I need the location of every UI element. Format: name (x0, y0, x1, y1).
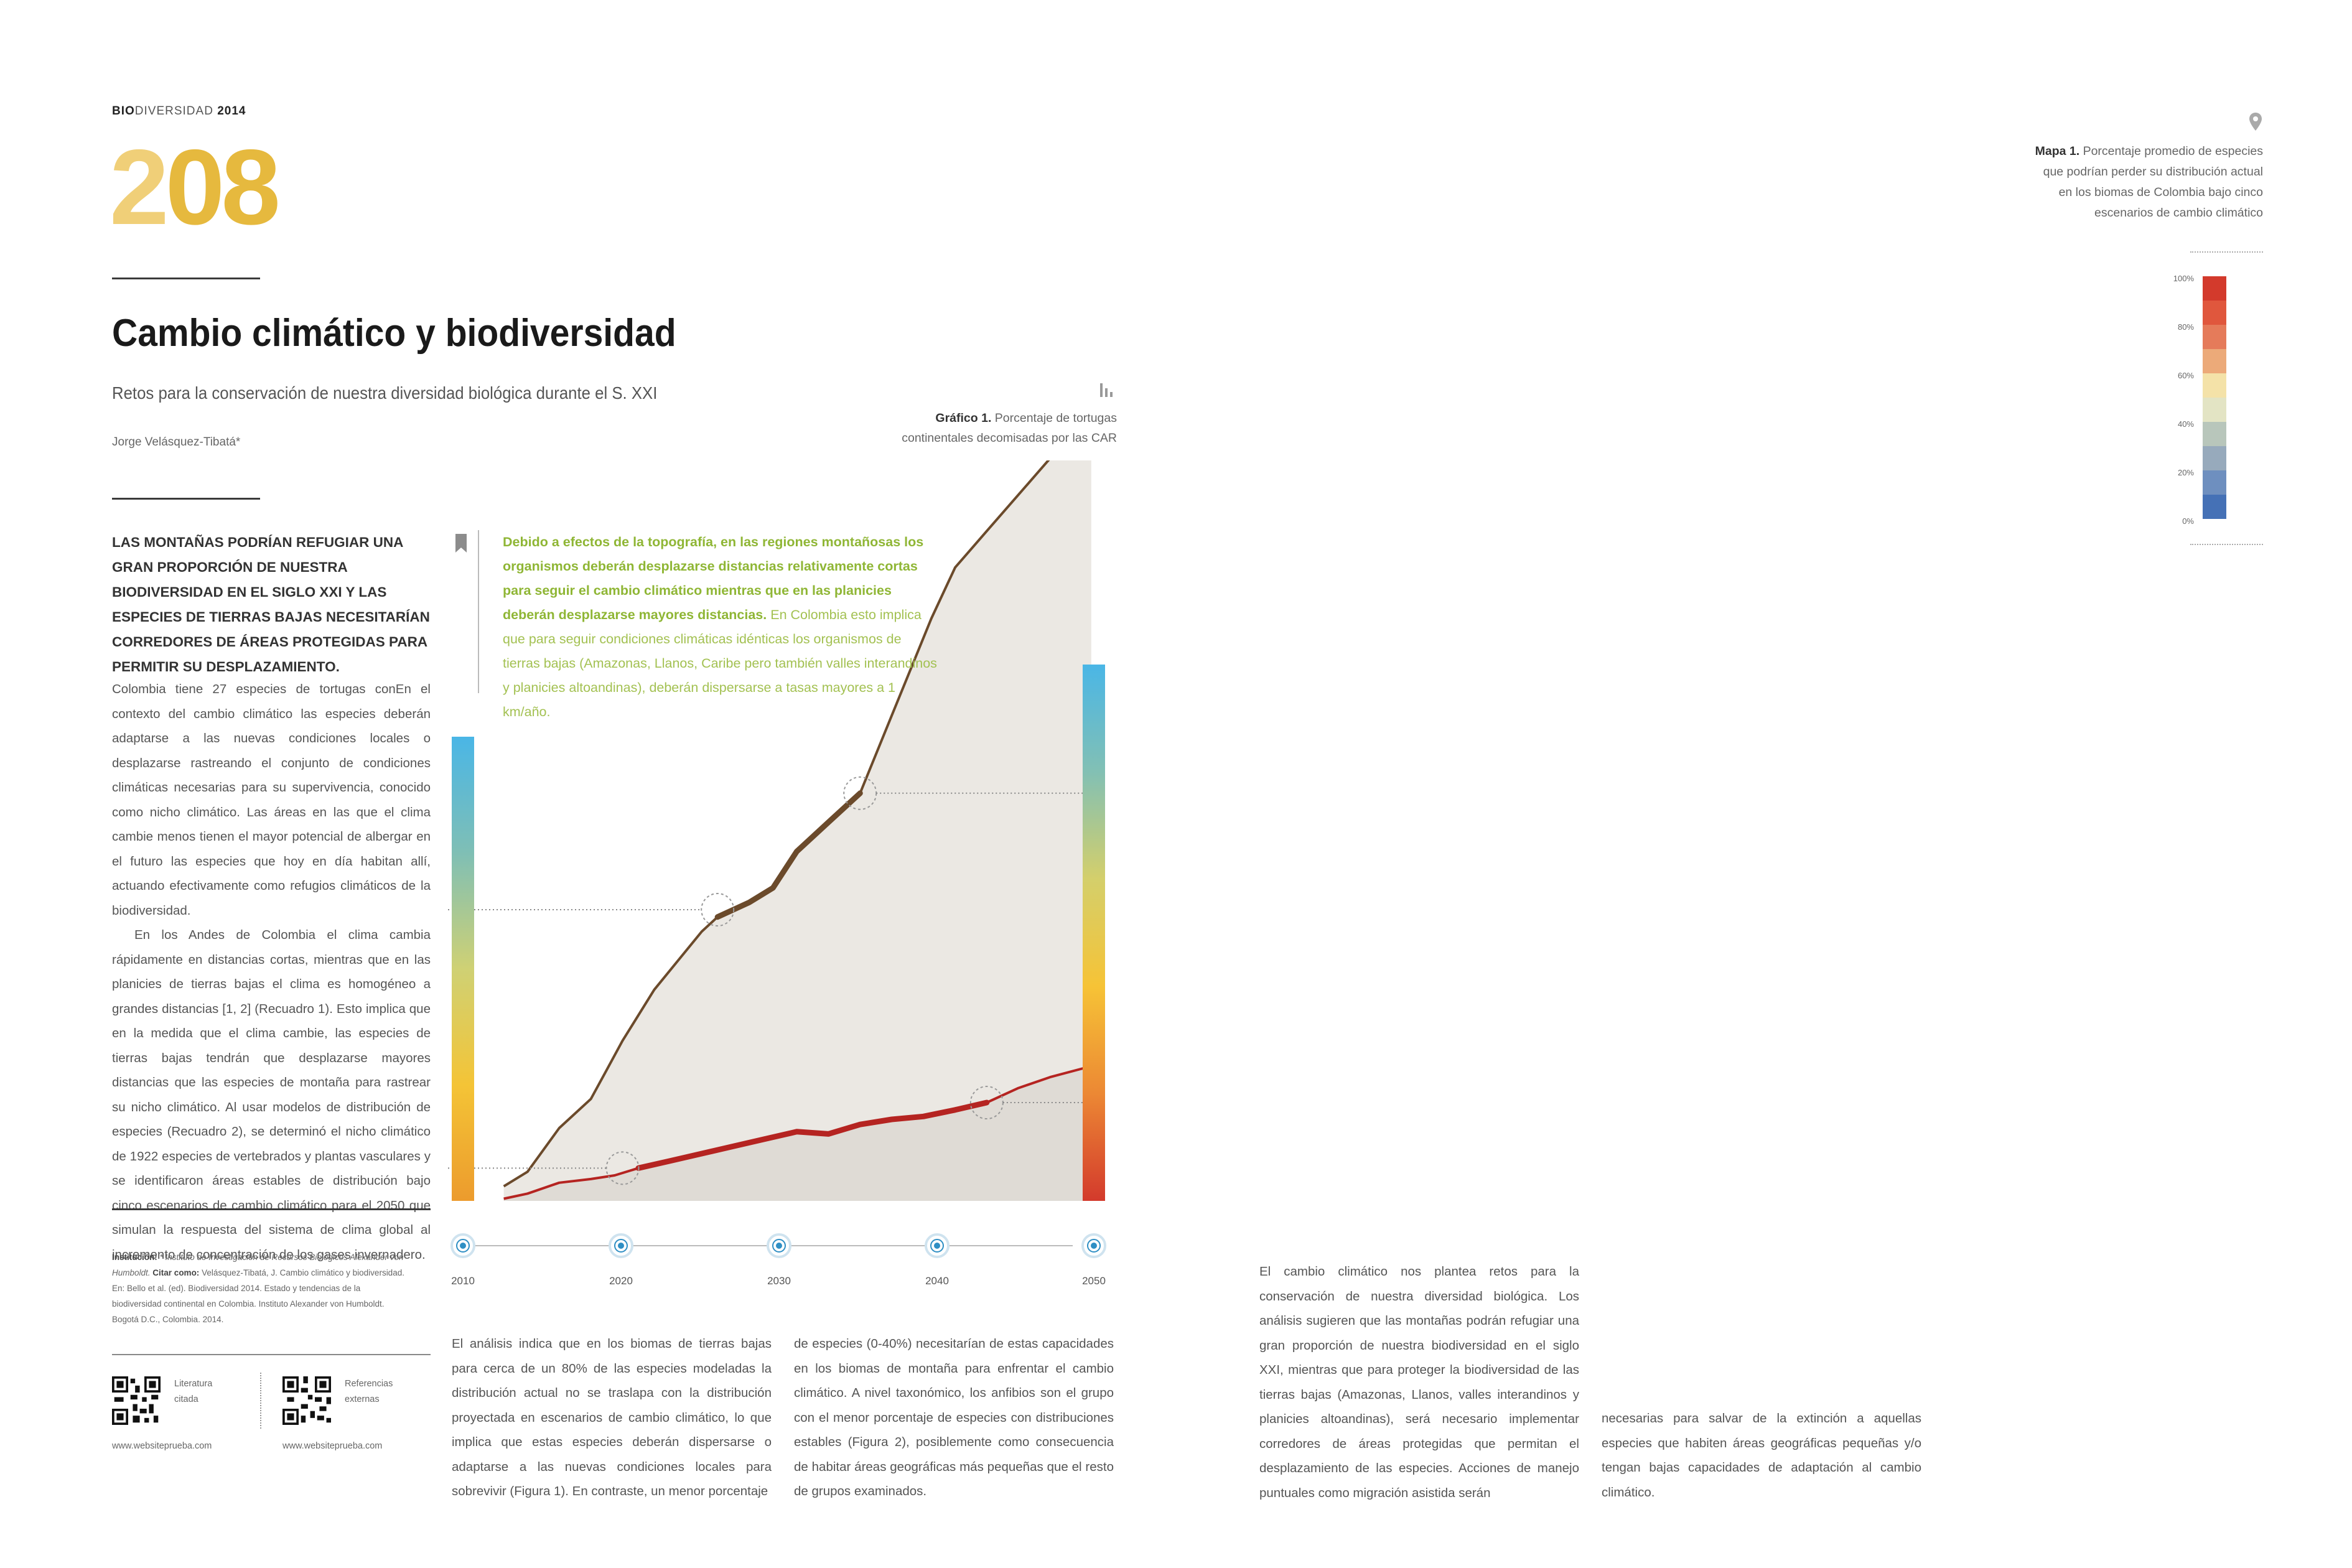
body-text: Colombia tiene 27 especies de tortugas c… (112, 677, 431, 1267)
map-caption-text1: Porcentaje promedio de especies (2079, 144, 2263, 158)
legend-swatch (2203, 470, 2226, 495)
area-chart: 2010 2020 2030 2040 2050 (448, 460, 1106, 1287)
body-paragraph-1: Colombia tiene 27 especies de tortugas c… (112, 682, 431, 918)
map-caption-line3: en los biomas de Colombia bajo cinco (2058, 185, 2263, 199)
map-caption: Mapa 1. Porcentaje promedio de especies … (1991, 141, 2263, 223)
qr-label-references-1: Referencias (345, 1379, 393, 1389)
x-tick-label: 2020 (609, 1275, 633, 1287)
graph-caption-line2: continentales decomisadas por las CAR (902, 431, 1117, 445)
divider-top (112, 278, 260, 279)
map-pin-icon (2248, 112, 2263, 135)
series-1-highlight (714, 790, 863, 920)
qr-code-icon[interactable] (282, 1376, 331, 1425)
graph-caption-bold: Gráfico 1. (935, 411, 992, 425)
divider-qr-top (112, 1354, 431, 1355)
article-title: Cambio climático y biodiversidad (112, 312, 676, 355)
kicker-bold: BIO (112, 105, 135, 118)
legend-tick-label: 0% (2182, 516, 2194, 526)
qr-label-references-2: externas (345, 1394, 380, 1404)
bar-chart-icon (1099, 380, 1114, 401)
left-color-bar (452, 737, 474, 1201)
series-1-area (503, 460, 1091, 1201)
map-caption-bold: Mapa 1. (2035, 144, 2080, 158)
kicker-rest: DIVERSIDAD (134, 105, 213, 118)
column-d: necesarias para salvar de la extinción a… (1602, 1411, 1921, 1500)
qr-label-references: Referencias externas (345, 1376, 393, 1407)
column-b: de especies (0-40%) necesitarían de esta… (794, 1337, 1114, 1498)
graph-caption: Gráfico 1. Porcentaje de tortugas contin… (809, 408, 1117, 448)
legend-swatch (2203, 349, 2226, 373)
highlight-rest: En Colombia esto implica que para seguir… (503, 607, 937, 719)
legend-tick-label: 100% (2173, 274, 2194, 283)
legend-tick-label: 40% (2177, 419, 2194, 429)
graph-caption-text1: Porcentaje de tortugas (991, 411, 1117, 425)
x-tick-label: 2050 (1082, 1275, 1106, 1287)
legend-tick-label: 60% (2177, 371, 2194, 380)
legend-swatch (2203, 398, 2226, 422)
body-paragraph-2: En los Andes de Colombia el clima cambia… (112, 928, 431, 1262)
column-c: El cambio climático nos plantea retos pa… (1259, 1264, 1579, 1500)
map-caption-line4: escenarios de cambio climático (2094, 206, 2263, 220)
qr-separator (260, 1373, 261, 1429)
legend-swatch (2203, 422, 2226, 446)
institution-note: Institución: * Instituto de Investigació… (112, 1249, 404, 1327)
page-number-first-digit: 2 (110, 128, 169, 247)
qr-url-literature[interactable]: www.websiteprueba.com (112, 1441, 212, 1451)
legend-divider-bottom (2190, 544, 2263, 545)
marker-circle-2 (701, 893, 735, 926)
divider-author (112, 498, 260, 500)
x-tick-label: 2040 (925, 1275, 949, 1287)
timeline-node-dot (460, 1243, 466, 1249)
legend-tick-label: 80% (2177, 322, 2194, 332)
legend-swatch (2203, 495, 2226, 519)
highlight-callout: Debido a efectos de la topografía, en la… (503, 530, 938, 724)
institution-text: * Instituto de Investigación de Recursos… (112, 1253, 404, 1277)
highlight-bold: Debido a efectos de la topografía, en la… (503, 534, 924, 622)
color-legend: 100% 80% 60% 40% 20% 0% (2165, 274, 2240, 526)
map-caption-line1: Mapa 1. Porcentaje promedio de especies (1991, 141, 2263, 162)
lead-paragraph: Las montañas podrían refugiar una gran p… (112, 534, 430, 674)
article-author: Jorge Velásquez-Tibatá* (112, 436, 241, 449)
timeline-node-dot (618, 1243, 624, 1249)
qr-block-literature[interactable] (112, 1376, 161, 1428)
x-tick-label: 2030 (767, 1275, 791, 1287)
qr-block-references[interactable] (282, 1376, 331, 1428)
qr-url-references[interactable]: www.websiteprueba.com (282, 1441, 383, 1451)
timeline-node-dot (1091, 1243, 1097, 1249)
page-number: 208 (110, 134, 281, 241)
institution-label: Institución: (112, 1253, 157, 1262)
bookmark-icon (454, 534, 468, 557)
callout-rule (478, 530, 479, 693)
legend-swatch (2203, 276, 2226, 301)
legend-swatch (2203, 373, 2226, 398)
x-tick-label: 2010 (451, 1275, 475, 1287)
legend-swatch (2203, 301, 2226, 325)
qr-label-literature-2: citada (174, 1394, 198, 1404)
cite-text: Velásquez-Tibatá, J. Cambio climático y … (112, 1268, 404, 1324)
column-a: El análisis indica que en los biomas de … (452, 1337, 772, 1498)
kicker-year: 2014 (217, 105, 246, 118)
legend-swatch (2203, 325, 2226, 349)
series-2-highlight (635, 1099, 990, 1171)
article-subtitle: Retos para la conservación de nuestra di… (112, 383, 658, 403)
qr-label-literature: Literatura citada (174, 1376, 212, 1407)
qr-label-literature-1: Literatura (174, 1379, 213, 1389)
legend-divider-top (2190, 251, 2263, 253)
divider-body-end (112, 1208, 431, 1210)
legend-tick-label: 20% (2177, 468, 2194, 477)
timeline-node-dot (776, 1243, 782, 1249)
marker-circle-1 (605, 1151, 640, 1185)
running-header: BIODIVERSIDAD 2014 (112, 105, 246, 118)
timeline-node-dot (934, 1243, 940, 1249)
cite-label: Citar como: (152, 1268, 200, 1277)
page-number-rest: 08 (165, 128, 281, 247)
graph-caption-line1: Gráfico 1. Porcentaje de tortugas (809, 408, 1117, 428)
qr-code-icon[interactable] (112, 1376, 161, 1425)
right-color-bar (1083, 665, 1105, 1201)
map-caption-line2: que podrían perder su distribución actua… (2043, 165, 2263, 179)
legend-swatch (2203, 446, 2226, 470)
